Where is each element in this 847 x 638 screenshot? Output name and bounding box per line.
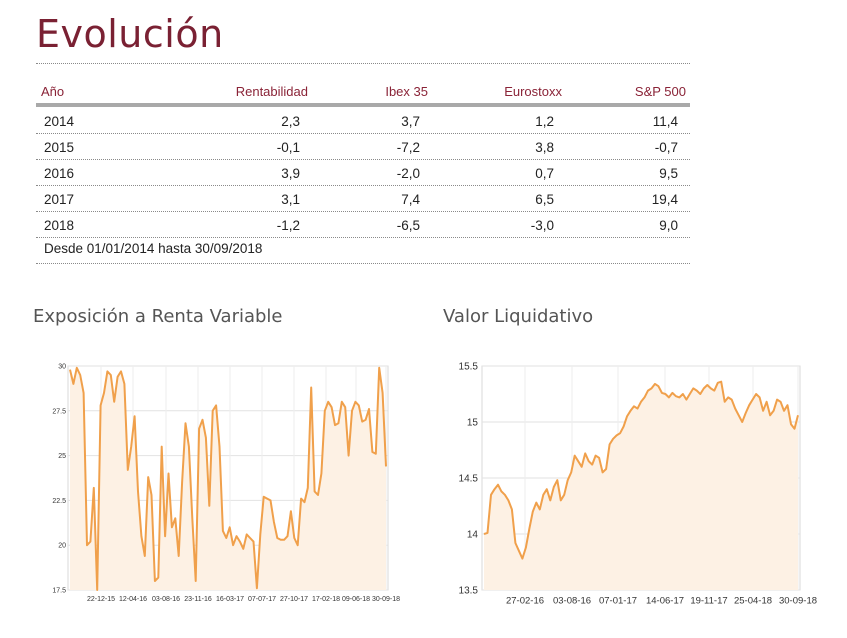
- cell-year: 2016: [44, 166, 75, 181]
- cell-value: 7,4: [401, 192, 420, 207]
- table-note: Desde 01/01/2014 hasta 30/09/2018: [44, 241, 263, 256]
- y-tick-label: 15: [467, 418, 479, 429]
- cell-value: -6,5: [396, 218, 420, 233]
- table-row: 2015 -0,1 -7,2 3,8 -0,7: [36, 134, 690, 160]
- header-bar: [36, 103, 690, 107]
- table-row: 2014 2,3 3,7 1,2 11,4: [36, 108, 690, 134]
- cell-year: 2017: [44, 192, 75, 207]
- y-tick-label: 25: [58, 453, 66, 460]
- cell-value: 1,2: [535, 114, 554, 129]
- cell-value: -2,0: [396, 166, 420, 181]
- table-row: 2016 3,9 -2,0 0,7 9,5: [36, 160, 690, 186]
- x-tick-label: 12-04-16: [119, 596, 147, 603]
- y-tick-label: 13.5: [459, 586, 479, 597]
- row-divider: [36, 211, 690, 212]
- x-tick-label: 03-08-16: [152, 596, 180, 603]
- table-header: Año Rentabilidad Ibex 35 Eurostoxx S&P 5…: [36, 78, 690, 102]
- x-tick-label: 07-07-17: [248, 596, 276, 603]
- cell-value: -3,0: [530, 218, 554, 233]
- series-line: [483, 380, 799, 560]
- header-rentabilidad: Rentabilidad: [235, 84, 308, 99]
- row-divider: [36, 159, 690, 160]
- x-tick-label: 14-06-17: [646, 596, 684, 607]
- x-tick-label: 19-11-17: [690, 596, 727, 607]
- chart1-title: Exposición a Renta Variable: [33, 306, 283, 327]
- x-tick-label: 27-02-16: [506, 596, 544, 607]
- page-title: Evolución: [36, 12, 224, 56]
- y-tick-label: 15.5: [459, 362, 479, 373]
- cell-value: 2,3: [281, 114, 300, 129]
- y-tick-label: 17.5: [52, 587, 66, 594]
- cell-value: -7,2: [396, 140, 420, 155]
- x-tick-label: 25-04-18: [734, 596, 772, 607]
- y-tick-label: 14: [467, 530, 479, 541]
- cell-year: 2018: [44, 218, 75, 233]
- series-line: [69, 366, 387, 591]
- x-tick-label: 23-11-16: [184, 596, 212, 603]
- header-eurostoxx: Eurostoxx: [504, 84, 562, 99]
- cell-value: 11,4: [652, 114, 678, 129]
- cell-value: 3,9: [281, 166, 300, 181]
- cell-value: 9,5: [659, 166, 678, 181]
- y-tick-label: 27.5: [52, 408, 66, 415]
- x-tick-label: 30-09-18: [779, 596, 817, 607]
- cell-value: -0,7: [654, 140, 678, 155]
- row-divider: [36, 237, 690, 238]
- series-area: [484, 381, 798, 590]
- y-tick-label: 22.5: [52, 498, 66, 505]
- x-tick-label: 17-02-18: [312, 596, 340, 603]
- header-year: Año: [41, 84, 65, 99]
- cell-value: 9,0: [659, 218, 678, 233]
- x-tick-label: 27-10-17: [280, 596, 308, 603]
- cell-value: -0,1: [276, 140, 300, 155]
- x-tick-label: 03-08-16: [553, 596, 591, 607]
- x-tick-label: 30-09-18: [372, 596, 400, 603]
- cell-value: 3,7: [401, 114, 420, 129]
- cell-year: 2014: [44, 114, 75, 129]
- cell-value: 6,5: [535, 192, 554, 207]
- row-divider: [36, 133, 690, 134]
- table-bottom-divider: [36, 263, 690, 264]
- x-tick-label: 07-01-17: [599, 596, 637, 607]
- table-row: 2018 -1,2 -6,5 -3,0 9,0: [36, 212, 690, 238]
- x-tick-label: 09-06-18: [342, 596, 370, 603]
- x-tick-label: 22-12-15: [87, 596, 115, 603]
- header-ibex: Ibex 35: [385, 84, 428, 99]
- title-divider: [36, 63, 690, 64]
- header-sp500: S&P 500: [634, 84, 686, 99]
- table-row: 2017 3,1 7,4 6,5 19,4: [36, 186, 690, 212]
- cell-value: 3,8: [535, 140, 554, 155]
- cell-year: 2015: [44, 140, 75, 155]
- y-tick-label: 30: [58, 363, 66, 370]
- cell-value: 3,1: [281, 192, 300, 207]
- row-divider: [36, 185, 690, 186]
- cell-value: 19,4: [651, 192, 678, 207]
- y-tick-label: 14.5: [459, 474, 479, 485]
- chart2-title: Valor Liquidativo: [443, 306, 594, 327]
- y-tick-label: 20: [58, 543, 66, 550]
- series-area: [70, 367, 386, 590]
- x-tick-label: 16-03-17: [216, 596, 244, 603]
- cell-value: -1,2: [276, 218, 300, 233]
- cell-value: 0,7: [535, 166, 554, 181]
